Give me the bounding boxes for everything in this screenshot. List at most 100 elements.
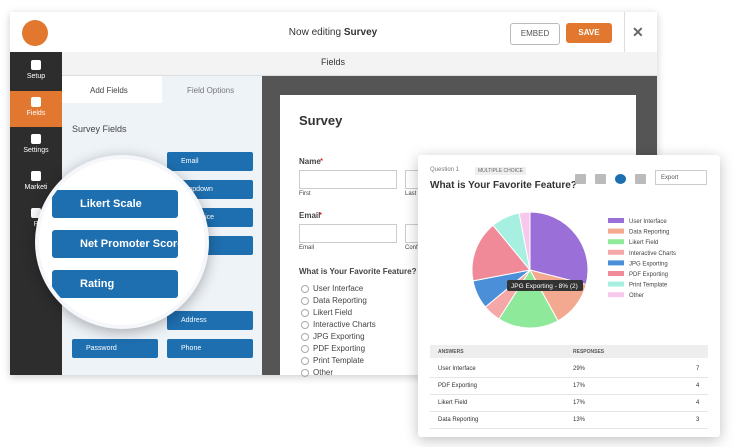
option: User Interface — [313, 284, 364, 293]
table-cell: 17% — [573, 400, 586, 406]
option: JPG Exporting — [313, 332, 365, 341]
field-button[interactable]: Phone — [167, 339, 253, 358]
option: Other — [313, 368, 334, 377]
legend-label: JPG Exporting — [629, 261, 668, 267]
field-button-large[interactable]: Likert Scale — [52, 190, 178, 218]
table-cell: 4 — [696, 383, 700, 389]
input — [299, 224, 397, 243]
sub-label: Email — [299, 245, 315, 251]
prefix: Now editing — [288, 27, 342, 38]
table-cell: User Interface — [438, 366, 476, 372]
export-dropdown[interactable]: Export — [655, 170, 707, 185]
table-cell: 7 — [696, 366, 700, 372]
chart-type-icon[interactable] — [615, 174, 626, 184]
row-line — [430, 428, 708, 429]
sidebar-item[interactable]: Settings — [23, 147, 49, 154]
fields-bar-title: Fields — [320, 57, 345, 67]
chart-type-icon[interactable] — [575, 174, 586, 184]
embed-button[interactable]: EMBED — [510, 23, 560, 45]
tab[interactable]: Field Options — [187, 86, 235, 95]
legend-label: Print Template — [629, 283, 668, 289]
radio — [301, 309, 309, 317]
table-cell: Likert Field — [438, 400, 468, 406]
option: Data Reporting — [313, 296, 367, 305]
sidebar-icon — [31, 134, 41, 144]
tooltip: JPG Exporting - 8% (2) — [511, 283, 578, 290]
field-button-large[interactable]: Net Promoter Score — [52, 230, 183, 258]
radio — [301, 321, 309, 329]
table-cell: 17% — [573, 383, 586, 389]
table-header: RESPONSES — [573, 349, 605, 355]
tooltip-bg — [507, 280, 583, 291]
legend-label: PDF Exporting — [629, 272, 668, 278]
field-label: Name — [299, 157, 321, 166]
close-button[interactable]: ✕ — [632, 24, 644, 40]
sidebar-icon — [31, 208, 41, 218]
sub-label: First — [299, 191, 311, 197]
chart-type-icon[interactable] — [635, 174, 646, 184]
tab-active — [62, 76, 162, 103]
field-button[interactable]: Password — [72, 339, 158, 358]
question-number: Question 1 — [430, 167, 460, 173]
pie-slice — [529, 211, 589, 286]
table-header: ANSWERS — [438, 349, 464, 355]
legend-swatch — [608, 271, 624, 276]
row-line — [430, 394, 708, 395]
legend-label: Data Reporting — [629, 230, 669, 236]
option: Print Template — [313, 356, 364, 365]
question: What is Your Favorite Feature? — [299, 267, 417, 276]
sidebar-item[interactable]: Setup — [26, 73, 46, 80]
legend-swatch — [608, 228, 624, 234]
option: Likert Field — [313, 308, 353, 317]
pie-slice — [498, 269, 559, 329]
field-button[interactable]: Address — [167, 311, 253, 330]
table-cell: 29% — [573, 366, 586, 372]
pie-slice — [471, 224, 531, 282]
required-mark: * — [320, 157, 324, 166]
legend-swatch — [608, 292, 624, 298]
sub-label: Confi — [405, 245, 420, 251]
legend-label: Interactive Charts — [629, 251, 676, 257]
row-line — [430, 411, 708, 412]
row-line — [430, 377, 708, 378]
legend-label: Other — [629, 293, 644, 299]
tab[interactable]: Add Fields — [90, 86, 128, 95]
form-title: Survey — [299, 113, 343, 128]
radio — [301, 297, 309, 305]
radio — [301, 345, 309, 353]
legend-swatch — [608, 249, 624, 255]
legend-label: Likert Field — [629, 240, 658, 246]
chart-type-icon[interactable] — [595, 174, 606, 184]
legend-swatch — [608, 281, 624, 287]
field-label: Email — [299, 211, 321, 220]
logo — [22, 20, 48, 46]
legend-label: User Interface — [629, 219, 667, 225]
save-button[interactable]: SAVE — [566, 23, 612, 43]
option: PDF Exporting — [313, 344, 366, 353]
sidebar-icon — [31, 97, 41, 107]
radio — [301, 285, 309, 293]
fields-bar — [62, 52, 657, 76]
required-mark: * — [319, 211, 323, 220]
editing-title: Now editing Survey — [250, 27, 416, 38]
field-button-large[interactable]: Rating — [52, 270, 178, 298]
sidebar-item[interactable]: Fields — [26, 110, 46, 117]
table-cell: 4 — [696, 400, 700, 406]
sub-label: Last — [405, 191, 417, 197]
badge: MULTIPLE CHOICE — [475, 167, 526, 175]
table-cell: 13% — [573, 417, 586, 423]
table-header-bg — [430, 345, 708, 358]
radio — [301, 333, 309, 341]
option: Interactive Charts — [313, 320, 376, 329]
field-button[interactable]: Email — [167, 152, 253, 171]
magnifier: Likert Scale Net Promoter Score Rating — [35, 155, 209, 329]
divider — [624, 12, 625, 52]
legend-swatch — [608, 260, 624, 266]
sidebar-item[interactable]: Marketi — [24, 184, 48, 191]
sidebar-icon — [31, 60, 41, 70]
sidebar-icon — [31, 171, 41, 181]
radio — [301, 357, 309, 365]
pie-slice — [518, 211, 531, 271]
